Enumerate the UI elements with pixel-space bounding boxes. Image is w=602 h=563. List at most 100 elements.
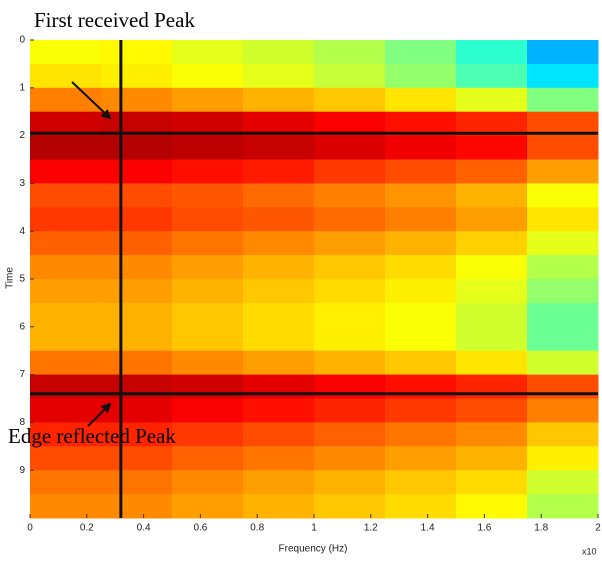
heatmap-cell [243,350,315,376]
annotation: First received Peak [34,8,195,32]
heatmap-cell [30,374,102,399]
heatmap-cell [30,279,102,304]
heatmap-cell [385,231,457,256]
heatmap-cell [456,159,528,184]
heatmap-cell [30,350,102,376]
x-tick-label: 0.4 [137,523,151,534]
heatmap-cell [172,63,244,89]
heatmap-cell [101,40,173,65]
heatmap-cell [101,446,173,471]
x-tick-label: 1.8 [534,523,548,534]
heatmap-cell [527,159,599,184]
x-axis-label: Frequency (Hz) [279,544,348,555]
heatmap-cell [101,87,173,113]
x-tick-label: 0.8 [250,523,264,534]
heatmap-cell [101,207,173,232]
heatmap-cell [172,326,244,352]
heatmap-cell [30,326,102,352]
arrow [71,81,112,120]
heatmap-cell [385,350,457,376]
heatmap-cell [527,63,599,89]
heatmap-cell [243,40,315,65]
heatmap-cell [243,63,315,89]
heatmap-cell [243,135,315,160]
heatmap-cell [243,398,315,423]
heatmap-cell [30,135,102,160]
heatmap-cell [172,494,244,519]
y-tick-label: 7 [19,369,25,380]
heatmap-cell [527,231,599,256]
x-tick-label: 0.6 [193,523,207,534]
heatmap-cell [456,63,528,89]
heatmap-cell [101,374,173,399]
heatmap-cell [456,183,528,208]
heatmap-cell [243,374,315,399]
heatmap-cell [243,183,315,208]
heatmap-cell [527,207,599,232]
y-tick-label: 6 [19,321,25,332]
y-tick-label: 3 [19,178,25,189]
heatmap-cell [101,231,173,256]
heatmap-cell [527,279,599,304]
heatmap-cell [314,350,386,376]
heatmap-cell [314,207,386,232]
heatmap-cell [101,494,173,519]
heatmap-cell [456,422,528,447]
heatmap-cell [30,422,102,447]
heatmap-cell [385,494,457,519]
heatmap-cell [314,470,386,495]
heatmap-cell [314,374,386,399]
heatmap-cell [101,279,173,304]
heatmap-cell [30,398,102,423]
heatmap-cell [172,231,244,256]
heatmap-cell [527,40,599,65]
heatmap-cell [385,446,457,471]
heatmap-cell [30,231,102,256]
heatmap-cell [30,40,102,65]
y-tick-label: 4 [19,226,25,237]
x-tick-label: 1.6 [477,523,491,534]
x-tick-label: 0.2 [80,523,94,534]
y-tick-label: 5 [19,274,25,285]
heatmap-cell [456,326,528,352]
y-tick-label: 0 [19,35,25,46]
heatmap-cell [385,374,457,399]
heatmap-cell [314,231,386,256]
heatmap-cell [30,63,102,89]
heatmap-cell [172,422,244,447]
heatmap-cell [456,135,528,160]
heatmap-cell [385,398,457,423]
heatmap-cell [172,302,244,328]
heatmap-cell [314,326,386,352]
heatmap-cell [314,159,386,184]
plot-area [30,40,599,519]
heatmap-cell [314,63,386,89]
heatmap-cell [527,470,599,495]
heatmap-cell [385,87,457,113]
heatmap-cell [243,231,315,256]
heatmap-cell [456,374,528,399]
heatmap-cell [385,183,457,208]
heatmap-cell [314,183,386,208]
heatmap-cell [101,302,173,328]
x-tick-label: 2 [595,523,601,534]
heatmap-cell [243,255,315,280]
heatmap-cell [243,87,315,113]
y-tick-label: 9 [19,465,25,476]
heatmap-cell [243,326,315,352]
heatmap-cell [456,494,528,519]
heatmap-cell [172,255,244,280]
heatmap-cell [385,422,457,447]
heatmap-cell [243,470,315,495]
heatmap-cell [456,255,528,280]
heatmap-cell [527,374,599,399]
heatmap-cell [101,326,173,352]
heatmap-cell [172,135,244,160]
y-tick-label: 1 [19,82,25,93]
heatmap-cell [456,87,528,113]
heatmap-cell [101,159,173,184]
x-tick-label: 0 [27,523,33,534]
heatmap-cell [385,255,457,280]
heatmap-cell [314,255,386,280]
